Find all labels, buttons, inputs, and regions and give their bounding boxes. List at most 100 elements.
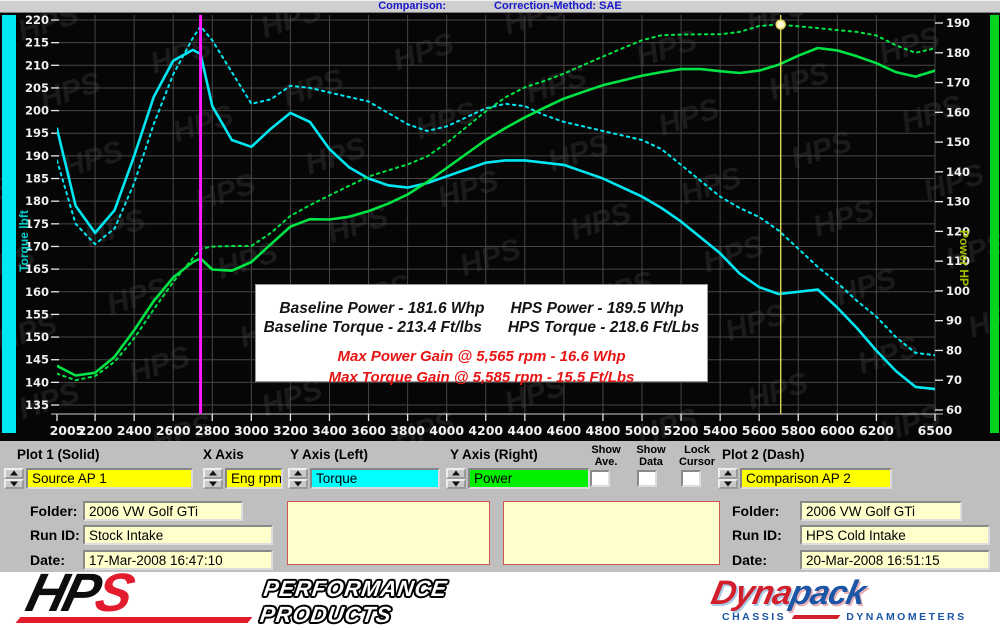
svg-text:220: 220	[25, 13, 49, 27]
torque-axis-label: Torque lbft	[17, 210, 31, 272]
svg-text:3400: 3400	[312, 423, 347, 438]
svg-text:180: 180	[946, 46, 970, 60]
svg-text:5600: 5600	[742, 423, 777, 438]
svg-text:100: 100	[946, 284, 970, 298]
control-panel: Plot 1 (Solid) X Axis Y Axis (Left) Y Ax…	[0, 441, 1000, 572]
torque-axis-color-bar	[2, 15, 16, 433]
hps-torque-text: HPS Torque - 218.6 Ft/Lbs	[507, 319, 700, 336]
svg-text:120: 120	[946, 224, 970, 238]
max-torque-gain-text: Max Torque Gain @ 5,585 rpm - 15.5 Ft/Lb…	[328, 369, 635, 386]
svg-text:2005: 2005	[50, 423, 85, 438]
plot1-spinner-down-button[interactable]	[4, 478, 24, 489]
plot1-label: Plot 1 (Solid)	[17, 447, 100, 462]
plot2-spinner	[718, 468, 738, 489]
plot1-spinner-up-button[interactable]	[4, 468, 24, 479]
svg-text:185: 185	[25, 172, 49, 186]
svg-text:2600: 2600	[156, 423, 191, 438]
hps-power-text: HPS Power - 189.5 Whp	[510, 300, 684, 317]
runid-label-left: Run ID:	[30, 527, 80, 543]
svg-text:155: 155	[25, 307, 49, 321]
y-right-field[interactable]: Power	[468, 468, 590, 489]
dyno-chart-svg[interactable]: HPS 220215210205200195190185180175170165…	[0, 13, 1000, 441]
comparison-label: Comparison:	[378, 0, 447, 12]
svg-text:190: 190	[25, 149, 49, 163]
plot2-label: Plot 2 (Dash)	[722, 447, 805, 462]
dynapack-red-line	[791, 615, 841, 619]
plot2-spinner-up-button[interactable]	[718, 468, 738, 479]
y-left-field[interactable]: Torque	[310, 468, 440, 489]
x-axis-spinner-up-button[interactable]	[203, 468, 223, 479]
svg-text:80: 80	[946, 343, 962, 357]
show-data-header: Show Data	[636, 444, 666, 468]
svg-text:3600: 3600	[351, 423, 386, 438]
dynapack-logo-text: Dynapack	[707, 574, 869, 612]
svg-text:140: 140	[25, 375, 49, 389]
chart-plot-layer: 220 215 210 205 200 195 190 185 180 175 170 165 160 1…	[25, 13, 970, 438]
y-left-spinner-down-button[interactable]	[288, 478, 308, 489]
title-bar: Comparison: Correction-Method: SAE	[0, 0, 1000, 13]
svg-text:110: 110	[946, 254, 970, 268]
svg-text:3200: 3200	[273, 423, 308, 438]
x-axis-spinner	[203, 468, 223, 489]
runid-input-right[interactable]: HPS Cold Intake	[800, 525, 990, 545]
y-right-spinner-up-button[interactable]	[446, 468, 466, 479]
svg-text:205: 205	[25, 81, 49, 95]
date-input-right[interactable]: 20-Mar-2008 16:51:15	[800, 550, 990, 570]
show-ave-checkbox[interactable]	[590, 470, 610, 487]
svg-text:200: 200	[25, 104, 49, 118]
svg-text:150: 150	[946, 135, 970, 149]
svg-text:3800: 3800	[390, 423, 425, 438]
runid-input-left[interactable]: Stock Intake	[83, 525, 273, 545]
hps-logo-text: HPS	[20, 563, 138, 623]
date-input-left[interactable]: 17-Mar-2008 16:47:10	[83, 550, 273, 570]
svg-text:4000: 4000	[429, 423, 464, 438]
plot1-source-field[interactable]: Source AP 1	[26, 468, 193, 489]
svg-text:70: 70	[946, 373, 962, 387]
lock-cursor-header: Lock Cursor	[678, 444, 716, 468]
svg-text:6200: 6200	[859, 423, 894, 438]
svg-text:145: 145	[25, 353, 49, 367]
svg-text:6500: 6500	[918, 423, 953, 438]
y-axis-left-label: Y Axis (Left)	[290, 447, 369, 462]
x-axis-field[interactable]: Eng rpm	[225, 468, 283, 489]
svg-text:180: 180	[25, 194, 49, 208]
svg-text:90: 90	[946, 314, 962, 328]
svg-text:130: 130	[946, 195, 970, 209]
svg-text:5800: 5800	[781, 423, 816, 438]
power-axis-color-bar	[990, 15, 999, 433]
folder-label-right: Folder:	[732, 503, 780, 519]
y-right-spinner-down-button[interactable]	[446, 478, 466, 489]
svg-text:2400: 2400	[117, 423, 152, 438]
show-data-checkbox[interactable]	[637, 470, 657, 487]
svg-text:6000: 6000	[820, 423, 855, 438]
x-axis-spinner-down-button[interactable]	[203, 478, 223, 489]
correction-method-label: Correction-Method: SAE	[494, 0, 622, 12]
svg-text:160: 160	[946, 105, 970, 119]
comment-box-right[interactable]	[503, 501, 720, 565]
folder-input-right[interactable]: 2006 VW Golf GTi	[800, 501, 962, 521]
y-left-spinner-up-button[interactable]	[288, 468, 308, 479]
y-axis-right-label: Y Axis (Right)	[450, 447, 538, 462]
svg-text:4400: 4400	[507, 423, 542, 438]
svg-text:210: 210	[25, 58, 49, 72]
svg-text:215: 215	[25, 36, 49, 50]
runid-label-right: Run ID:	[732, 527, 782, 543]
comment-box-left[interactable]	[287, 501, 490, 565]
max-power-gain-text: Max Power Gain @ 5,565 rpm - 16.6 Whp	[337, 348, 626, 365]
results-annotation-box: Baseline Power - 181.6 Whp HPS Power - 1…	[255, 284, 708, 386]
chart-area[interactable]: HPS 220215210205200195190185180175170165…	[0, 13, 1000, 441]
plot2-spinner-down-button[interactable]	[718, 478, 738, 489]
x-axis-label: X Axis	[203, 447, 244, 462]
logo-strip: HPS PERFORMANCE PRODUCTS Dynapack CHASSI…	[0, 563, 1000, 630]
lock-cursor-checkbox[interactable]	[681, 470, 701, 487]
svg-text:2800: 2800	[195, 423, 230, 438]
folder-label-left: Folder:	[30, 503, 78, 519]
baseline-power-text: Baseline Power - 181.6 Whp	[279, 300, 485, 317]
dynapack-logo: Dynapack CHASSIS DYNAMOMETERS	[708, 574, 994, 623]
folder-input-left[interactable]: 2006 VW Golf GTi	[83, 501, 243, 521]
plot2-source-field[interactable]: Comparison AP 2	[740, 468, 892, 489]
date-label-left: Date:	[30, 552, 66, 568]
svg-text:4200: 4200	[468, 423, 503, 438]
svg-text:165: 165	[25, 262, 49, 276]
